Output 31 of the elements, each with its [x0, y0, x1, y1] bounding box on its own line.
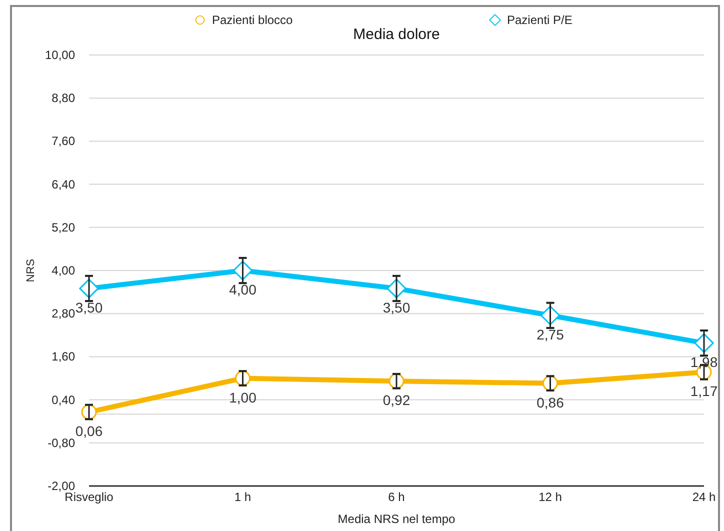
data-label: 1,17: [690, 383, 718, 400]
data-label: 0,86: [536, 394, 564, 410]
y-tick-label: 4,00: [52, 264, 76, 278]
chart-title: Media dolore: [353, 26, 440, 43]
x-tick-label: 24 h: [692, 490, 716, 504]
data-label: 3,50: [382, 299, 410, 316]
data-label: 2,75: [536, 326, 564, 342]
x-tick-label: Risveglio: [64, 490, 114, 504]
y-tick-label: 1,60: [52, 350, 76, 364]
y-axis-title: NRS: [25, 258, 37, 282]
x-axis-title: Media NRS nel tempo: [338, 512, 456, 526]
data-label: 3,50: [75, 299, 103, 316]
legend-label: Pazienti P/E: [507, 13, 572, 27]
data-label: 1,98: [690, 354, 718, 370]
data-label: 4,00: [229, 282, 257, 298]
x-tick-label: 6 h: [388, 490, 405, 504]
y-tick-label: 2,80: [52, 306, 76, 321]
x-tick-label: 12 h: [538, 490, 562, 504]
y-tick-label: 7,60: [52, 134, 76, 148]
legend-label: Pazienti blocco: [212, 13, 294, 27]
data-label: 0,92: [382, 392, 410, 408]
y-tick-label: 8,80: [52, 91, 76, 106]
y-tick-label: 6,40: [52, 177, 76, 192]
y-tick-label: 0,40: [52, 392, 76, 407]
x-tick-label: 1 h: [234, 490, 252, 504]
data-label: 1,00: [229, 389, 257, 406]
y-tick-label: 10,00: [44, 48, 76, 62]
y-tick-label: 5,20: [52, 220, 76, 234]
data-label: 0,06: [75, 423, 103, 440]
y-tick-label: -0,80: [48, 436, 76, 450]
y-tick-label: -2,00: [48, 479, 76, 493]
